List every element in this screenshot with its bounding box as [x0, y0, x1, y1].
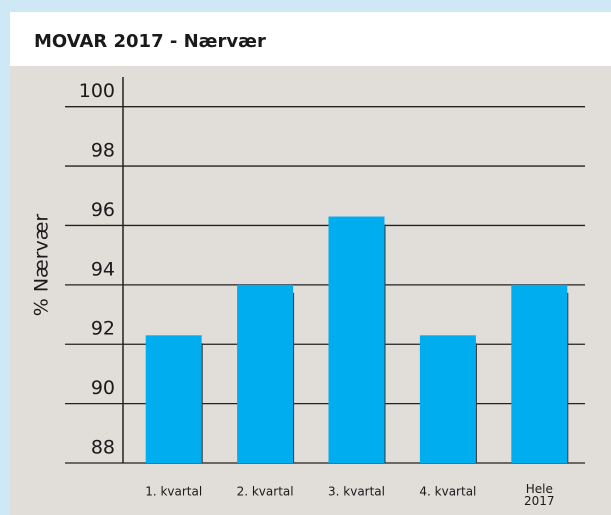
y-tick-label: 98	[91, 140, 115, 162]
y-axis-label: % Nærvær	[31, 214, 53, 317]
y-tick-label: 94	[91, 258, 115, 280]
x-tick-label: 1. kvartal	[145, 485, 202, 499]
bar	[237, 284, 294, 463]
bar	[145, 335, 202, 463]
x-tick-label: 2. kvartal	[237, 485, 294, 499]
plot-background	[10, 66, 611, 515]
y-tick-label: 96	[91, 199, 115, 221]
y-tick-label: 88	[91, 437, 115, 459]
bar	[511, 284, 568, 463]
bar	[328, 216, 385, 463]
bar	[419, 335, 476, 463]
y-tick-label: 100	[79, 80, 115, 102]
x-tick-label: 4. kvartal	[419, 485, 476, 499]
y-tick-label: 90	[91, 377, 115, 399]
x-tick-label: Hele 2017	[524, 482, 555, 508]
header	[10, 12, 611, 66]
y-tick-label: 92	[91, 318, 115, 340]
chart-title: MOVAR 2017 - Nærvær	[34, 31, 266, 52]
x-tick-label: 3. kvartal	[328, 485, 385, 499]
